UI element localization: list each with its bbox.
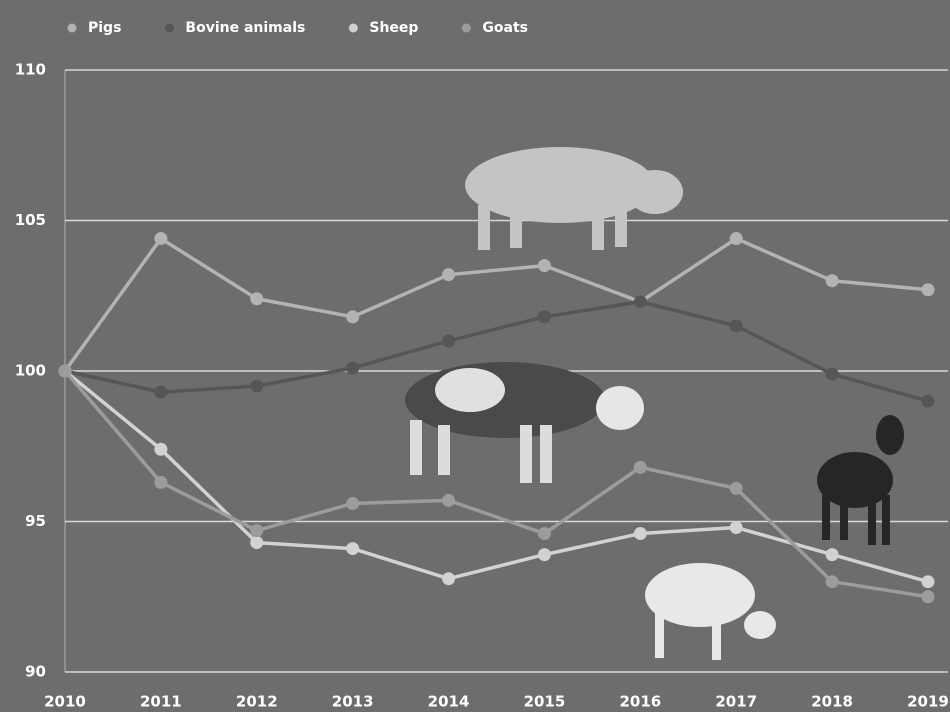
data-point	[442, 572, 455, 585]
data-point	[730, 319, 743, 332]
data-point	[730, 482, 743, 495]
legend-marker	[349, 24, 358, 33]
y-tick-label: 100	[15, 362, 46, 380]
data-point	[922, 283, 935, 296]
data-point	[154, 443, 167, 456]
x-tick-label: 2012	[236, 693, 278, 711]
data-point	[346, 361, 359, 374]
data-point	[922, 590, 935, 603]
data-point	[442, 494, 455, 507]
legend-marker	[462, 24, 471, 33]
x-tick-label: 2011	[140, 693, 182, 711]
data-point	[826, 274, 839, 287]
x-tick-label: 2015	[524, 693, 566, 711]
data-point	[538, 527, 551, 540]
data-point	[634, 295, 647, 308]
data-point	[346, 310, 359, 323]
data-point	[826, 548, 839, 561]
data-point	[538, 310, 551, 323]
legend-label: Pigs	[88, 20, 121, 36]
data-point	[826, 575, 839, 588]
legend-label: Bovine animals	[185, 20, 305, 36]
data-point	[346, 542, 359, 555]
legend-marker	[165, 24, 174, 33]
data-point	[250, 536, 263, 549]
data-point	[538, 548, 551, 561]
x-tick-label: 2016	[619, 693, 661, 711]
data-point	[634, 461, 647, 474]
data-point	[346, 497, 359, 510]
data-point	[154, 386, 167, 399]
x-tick-label: 2013	[332, 693, 374, 711]
data-point	[538, 259, 551, 272]
data-point	[922, 575, 935, 588]
data-point	[826, 368, 839, 381]
y-tick-label: 90	[25, 663, 46, 681]
data-point	[250, 524, 263, 537]
data-point	[922, 395, 935, 408]
legend-marker	[68, 24, 77, 33]
data-point	[442, 334, 455, 347]
chart: 90 95 100 105 110 2010 2011 2012 2013 2014 2015 201…	[0, 0, 950, 712]
background	[0, 0, 950, 712]
y-tick-label: 95	[25, 512, 46, 530]
data-point	[730, 232, 743, 245]
data-point	[442, 268, 455, 281]
data-point	[250, 292, 263, 305]
data-point	[250, 380, 263, 393]
data-point	[59, 365, 72, 378]
x-tick-label: 2019	[907, 693, 949, 711]
legend-label: Sheep	[369, 20, 418, 36]
data-point	[154, 476, 167, 489]
data-point	[154, 232, 167, 245]
x-tick-label: 2018	[811, 693, 853, 711]
y-tick-label: 105	[15, 211, 46, 229]
legend-label: Goats	[482, 20, 528, 36]
x-tick-label: 2010	[44, 693, 86, 711]
x-tick-label: 2014	[428, 693, 470, 711]
data-point	[730, 521, 743, 534]
y-tick-label: 110	[15, 61, 46, 79]
data-point	[634, 527, 647, 540]
x-tick-label: 2017	[715, 693, 757, 711]
